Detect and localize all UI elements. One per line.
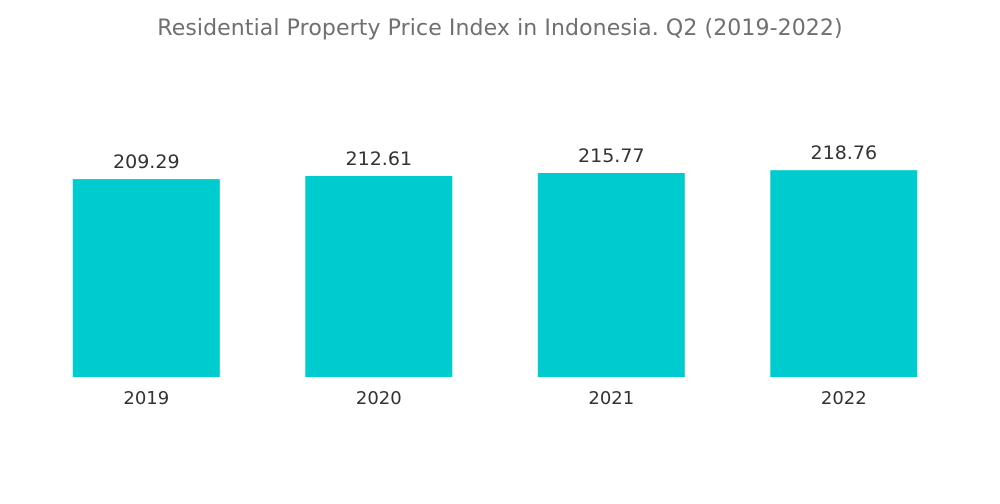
data-label-2019: 209.29	[113, 151, 179, 173]
bar-2019	[72, 179, 220, 377]
data-label-2022: 218.76	[811, 142, 877, 164]
x-tick-label-2020: 2020	[356, 388, 402, 409]
bars-group	[72, 170, 918, 377]
x-tick-label-2019: 2019	[123, 388, 169, 409]
chart-title: Residential Property Price Index in Indo…	[157, 16, 843, 41]
bar-2021	[537, 173, 685, 377]
value-labels-group: 209.29 212.61 215.77 218.76	[113, 142, 877, 173]
data-label-2020: 212.61	[346, 148, 412, 170]
x-tick-label-2022: 2022	[821, 388, 867, 409]
x-tick-label-2021: 2021	[588, 388, 634, 409]
data-label-2021: 215.77	[578, 145, 644, 167]
bar-2020	[305, 176, 453, 377]
bar-2022	[770, 170, 918, 377]
x-tick-labels-group: 2019 2020 2021 2022	[123, 388, 866, 409]
